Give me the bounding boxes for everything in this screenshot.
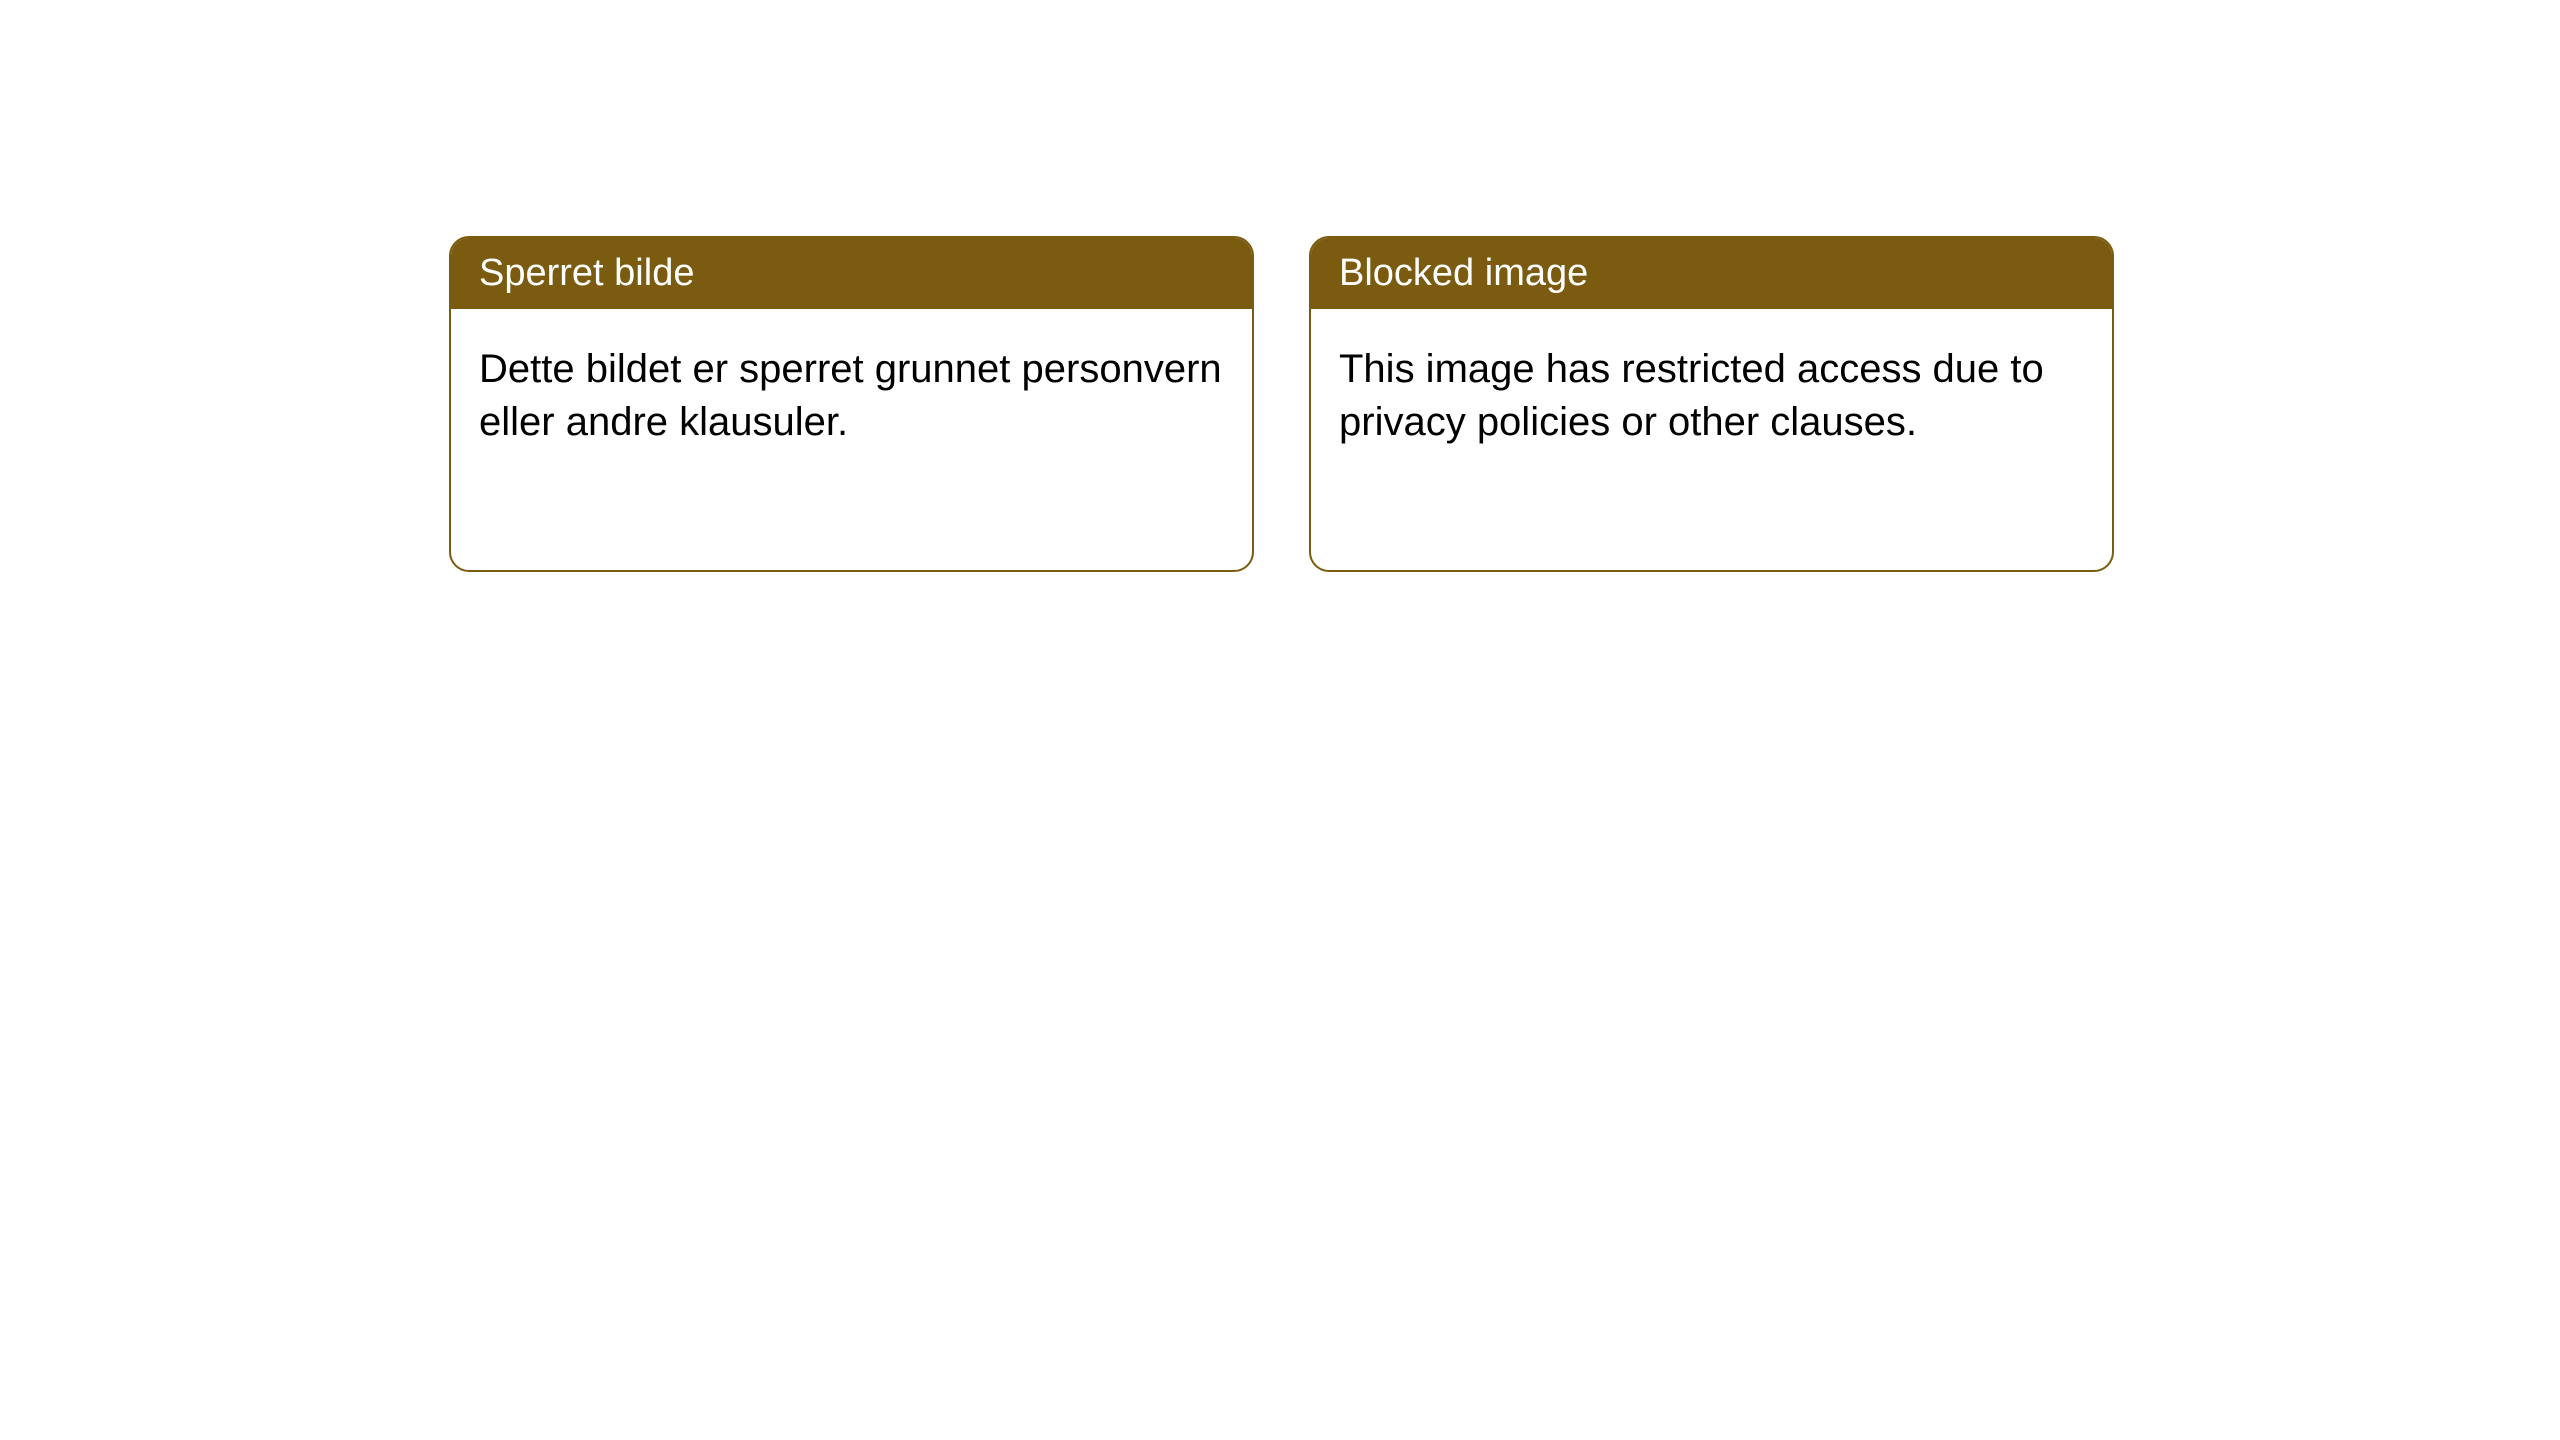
card-title: Blocked image [1311, 238, 2112, 309]
blocked-image-cards: Sperret bilde Dette bildet er sperret gr… [449, 236, 2114, 572]
card-body: Dette bildet er sperret grunnet personve… [451, 309, 1252, 483]
blocked-image-card-en: Blocked image This image has restricted … [1309, 236, 2114, 572]
card-title: Sperret bilde [451, 238, 1252, 309]
card-body: This image has restricted access due to … [1311, 309, 2112, 483]
blocked-image-card-no: Sperret bilde Dette bildet er sperret gr… [449, 236, 1254, 572]
